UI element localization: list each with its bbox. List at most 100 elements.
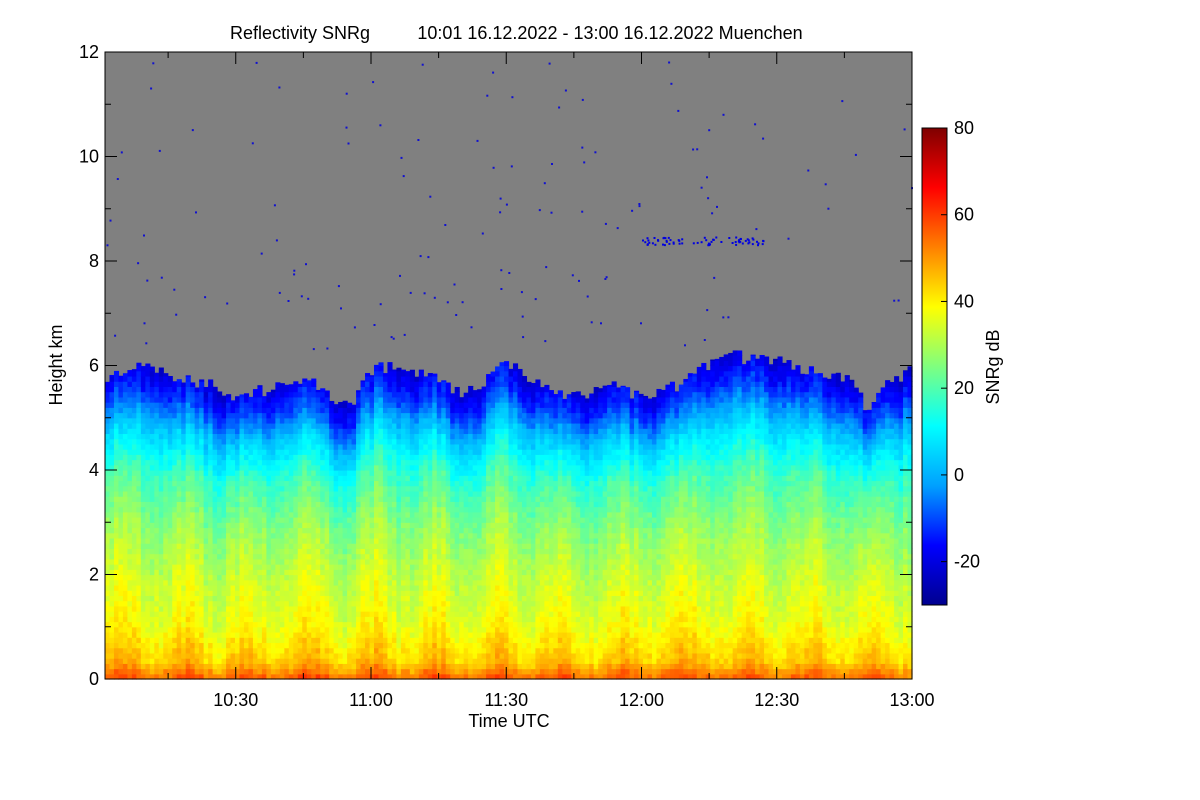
heatmap-cell: [145, 365, 151, 372]
heatmap-cell: [208, 527, 214, 534]
heatmap-cell: [382, 642, 389, 649]
heatmap-cell: [297, 443, 303, 450]
heatmap-cell: [284, 449, 290, 455]
heatmap-cell: [136, 647, 142, 654]
heatmap-cell: [490, 642, 496, 649]
heatmap-cell: [338, 626, 344, 633]
heatmap-cell: [365, 658, 371, 664]
heatmap-cell: [369, 412, 375, 419]
heatmap-cell: [396, 626, 402, 633]
heatmap-cell: [302, 668, 308, 675]
heatmap-cell: [302, 652, 308, 659]
heatmap-cell: [131, 402, 137, 408]
heatmap-cell: [288, 501, 294, 508]
heatmap-cell: [450, 600, 456, 607]
heatmap-cell: [275, 391, 281, 398]
heatmap-cell: [163, 506, 169, 513]
heatmap-cell: [329, 485, 335, 492]
heatmap-cell: [194, 590, 200, 596]
heatmap-cell: [329, 590, 335, 596]
heatmap-cell: [158, 464, 164, 471]
heatmap-cell: [252, 511, 259, 518]
heatmap-cell: [122, 449, 129, 455]
heatmap-cell: [288, 433, 294, 440]
heatmap-cell: [284, 391, 290, 398]
heatmap-cell: [374, 673, 380, 680]
heatmap-cell: [374, 611, 380, 617]
heatmap-cell: [122, 579, 129, 586]
heatmap-cell: [418, 574, 424, 581]
heatmap-cell: [105, 422, 111, 429]
heatmap-cell: [230, 438, 236, 445]
heatmap-cell: [226, 569, 232, 576]
heatmap-cell: [252, 402, 259, 408]
heatmap-cell: [378, 522, 384, 529]
heatmap-cell: [257, 490, 263, 497]
heatmap-cell: [248, 396, 254, 403]
heatmap-cell: [324, 584, 330, 591]
heatmap-cell: [477, 595, 483, 602]
heatmap-cell: [490, 449, 496, 455]
heatmap-cell: [396, 449, 402, 455]
heatmap-cell: [252, 579, 259, 586]
heatmap-cell: [203, 396, 209, 403]
heatmap-cell: [450, 511, 456, 518]
heatmap-cell: [486, 673, 492, 680]
heatmap-cell: [360, 438, 366, 445]
heatmap-cell: [405, 371, 411, 377]
heatmap-cell: [158, 668, 164, 675]
heatmap-cell: [472, 595, 478, 602]
heatmap-cell: [387, 652, 393, 659]
heatmap-cell: [459, 611, 465, 617]
heatmap-cell: [409, 527, 415, 534]
heatmap-cell: [261, 543, 267, 549]
heatmap-cell: [261, 569, 267, 576]
heatmap-cell: [158, 558, 164, 565]
heatmap-cell: [122, 485, 129, 492]
heatmap-cell: [387, 475, 393, 482]
heatmap-cell: [163, 595, 169, 602]
heatmap-cell: [167, 668, 173, 675]
heatmap-cell: [230, 574, 236, 581]
heatmap-cell: [342, 590, 348, 596]
heatmap-cell: [109, 652, 115, 659]
heatmap-cell: [230, 668, 236, 675]
heatmap-cell: [127, 658, 133, 664]
heatmap-cell: [329, 428, 335, 435]
heatmap-cell: [163, 417, 169, 424]
heatmap-cell: [459, 470, 465, 476]
heatmap-cell: [320, 485, 326, 492]
heatmap-cell: [405, 511, 411, 518]
heatmap-cell: [293, 501, 299, 508]
heatmap-cell: [136, 652, 142, 659]
heatmap-cell: [459, 537, 465, 544]
heatmap-cell: [293, 480, 299, 487]
heatmap-cell: [324, 537, 330, 544]
heatmap-cell: [396, 506, 402, 513]
heatmap-cell: [302, 475, 308, 482]
heatmap-cell: [445, 391, 451, 398]
heatmap-cell: [414, 584, 420, 591]
heatmap-cell: [405, 548, 411, 555]
heatmap-cell: [293, 663, 299, 670]
heatmap-cell: [261, 548, 267, 555]
heatmap-cell: [252, 658, 259, 664]
heatmap-cell: [463, 449, 469, 455]
heatmap-cell: [374, 438, 380, 445]
heatmap-cell: [405, 407, 411, 414]
heatmap-cell: [158, 600, 164, 607]
heatmap-cell: [405, 391, 411, 398]
heatmap-cell: [463, 642, 469, 649]
heatmap-cell: [477, 511, 483, 518]
heatmap-cell: [252, 443, 259, 450]
heatmap-cell: [441, 626, 447, 633]
heatmap-cell: [450, 443, 456, 450]
heatmap-cell: [226, 449, 232, 455]
heatmap-cell: [374, 449, 380, 455]
heatmap-cell: [418, 475, 424, 482]
heatmap-cell: [185, 428, 191, 435]
heatmap-cell: [149, 402, 155, 408]
heatmap-cell: [127, 569, 133, 576]
heatmap-cell: [477, 449, 483, 455]
heatmap-cell: [338, 428, 344, 435]
